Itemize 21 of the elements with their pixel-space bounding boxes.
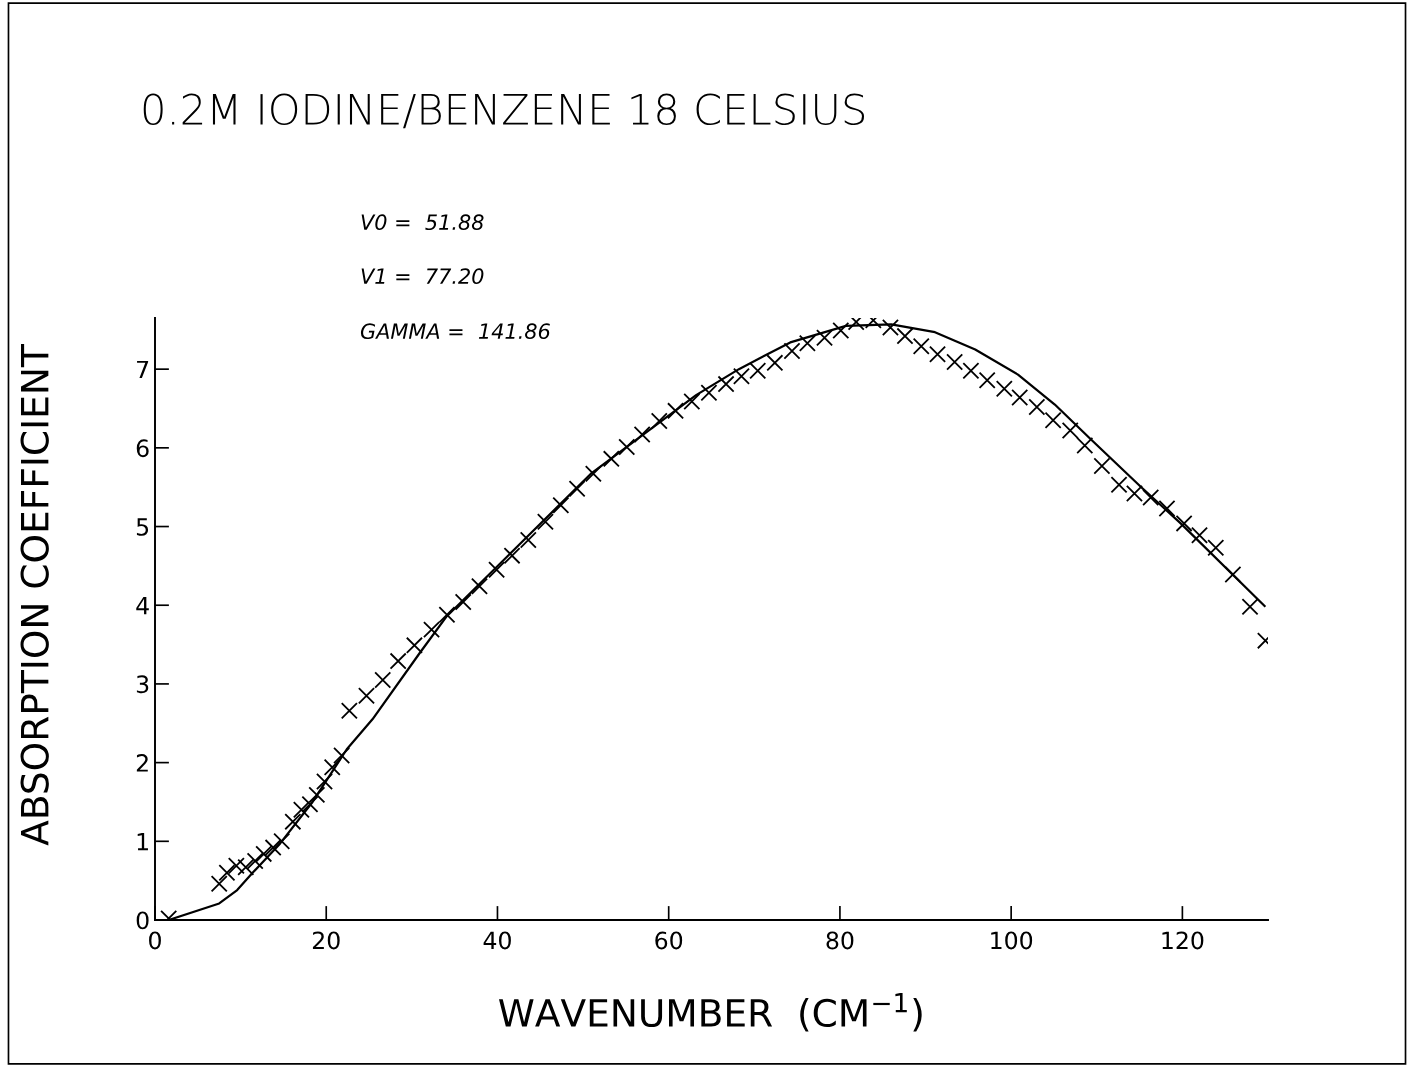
y-tick-label: 1: [137, 833, 148, 851]
x-axis-title: WAVENUMBER (CM$^{−1}$): [499, 993, 922, 1032]
y-tick-label: 4: [136, 596, 149, 615]
x-tick-label: 100: [991, 931, 1033, 950]
y-tick-label: 7: [137, 360, 149, 379]
y-tick-label: 6: [136, 439, 149, 458]
text: V0 = 51.88: [361, 214, 484, 231]
x-tick-label: 60: [655, 931, 683, 950]
x-tick-label: 0: [149, 931, 161, 950]
x-tick-label: 80: [826, 931, 854, 950]
chart-title: 0.2M IODINE/BENZENE 18 CELSIUS: [143, 93, 865, 129]
y-tick-label: 2: [136, 754, 148, 772]
x-tick-label: 40: [483, 931, 511, 950]
y-tick-label: 3: [136, 675, 149, 694]
annotation: GAMMA = 141.86: [360, 323, 550, 340]
x-tick-label: 120: [1162, 931, 1204, 950]
y-axis-title: ABSORPTION COEFFICIENT: [20, 344, 49, 846]
y-tick-label: 0: [136, 911, 149, 930]
x-tick-label: 20: [312, 931, 340, 950]
y-tick-label: 5: [136, 518, 149, 536]
text: V1 = 77.20: [361, 268, 484, 285]
